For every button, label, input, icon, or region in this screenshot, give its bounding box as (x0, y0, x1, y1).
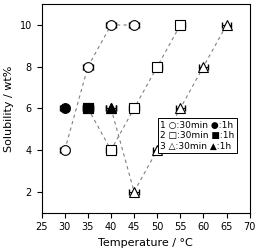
X-axis label: Temperature / °C: Temperature / °C (98, 238, 193, 248)
Y-axis label: Solubility / wt%: Solubility / wt% (4, 65, 14, 151)
Text: 1 ○:30min ●:1h
2 □:30min ■:1h
3 △:30min ▲:1h: 1 ○:30min ●:1h 2 □:30min ■:1h 3 △:30min … (160, 121, 235, 151)
